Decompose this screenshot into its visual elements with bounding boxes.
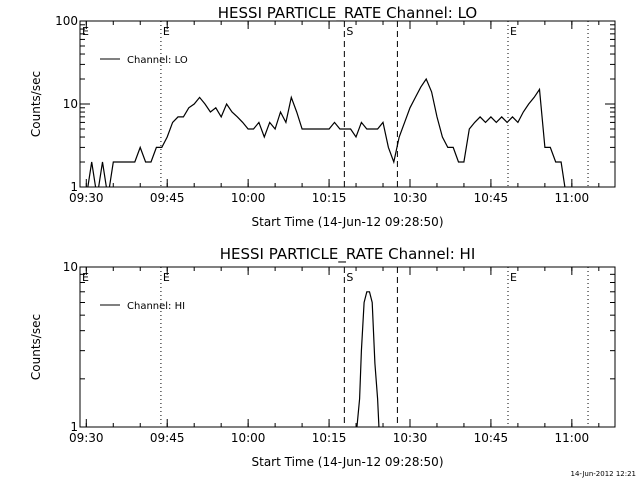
x-tick-label: 10:30 <box>393 191 428 205</box>
x-tick-label: 10:00 <box>231 431 266 445</box>
series-line-0 <box>87 77 566 187</box>
y-tick-label: 100 <box>55 14 78 28</box>
x-tick-label: 11:00 <box>555 431 590 445</box>
x-axis-label: Start Time (14-Jun-12 09:28:50) <box>252 455 444 469</box>
x-tick-label: 09:30 <box>69 191 104 205</box>
x-tick-label: 10:15 <box>312 191 347 205</box>
x-tick-label: 10:00 <box>231 191 266 205</box>
event-marker-label: E <box>510 25 517 38</box>
x-tick-label: 10:15 <box>312 431 347 445</box>
y-tick-label: 1 <box>70 420 78 434</box>
event-marker-label: S <box>346 271 353 284</box>
x-tick-label: 10:45 <box>474 191 509 205</box>
x-tick-label: 09:30 <box>69 431 104 445</box>
y-tick-label: 10 <box>63 97 78 111</box>
chart-title: HESSI PARTICLE_RATE Channel: LO <box>218 4 477 23</box>
event-marker-label: E <box>82 25 89 38</box>
chart-title: HESSI PARTICLE_RATE Channel: HI <box>220 245 476 264</box>
y-tick-label: 10 <box>63 260 78 274</box>
x-tick-label: 09:45 <box>150 191 185 205</box>
legend-entry: Channel: LO <box>127 55 188 66</box>
hi-channel-panel: HESSI PARTICLE_RATE Channel: HI 09:30 09:4… <box>29 245 616 469</box>
x-tick-label: 10:45 <box>474 431 509 445</box>
y-tick-label: 1 <box>70 180 78 194</box>
timestamp-footer: 14-Jun-2012 12:21 <box>571 470 637 478</box>
x-tick-label: 10:30 <box>393 431 428 445</box>
x-tick-label: 09:45 <box>150 431 185 445</box>
event-marker-label: E <box>82 271 89 284</box>
legend-entry: Channel: HI <box>127 301 185 312</box>
x-axis-label: Start Time (14-Jun-12 09:28:50) <box>252 215 444 229</box>
event-marker-label: E <box>510 271 517 284</box>
series-line-0 <box>356 291 380 427</box>
event-marker-label: E <box>163 271 170 284</box>
x-tick-label: 11:00 <box>555 191 590 205</box>
lo-channel-panel: HESSI PARTICLE_RATE Channel: LO 09:30 09:4… <box>29 4 616 229</box>
plot-frame <box>79 20 616 188</box>
event-marker-label: E <box>163 25 170 38</box>
y-axis-label: Counts/sec <box>29 314 43 380</box>
event-marker-label: S <box>346 25 353 38</box>
plot-frame <box>79 266 616 428</box>
y-axis-label: Counts/sec <box>29 71 43 137</box>
